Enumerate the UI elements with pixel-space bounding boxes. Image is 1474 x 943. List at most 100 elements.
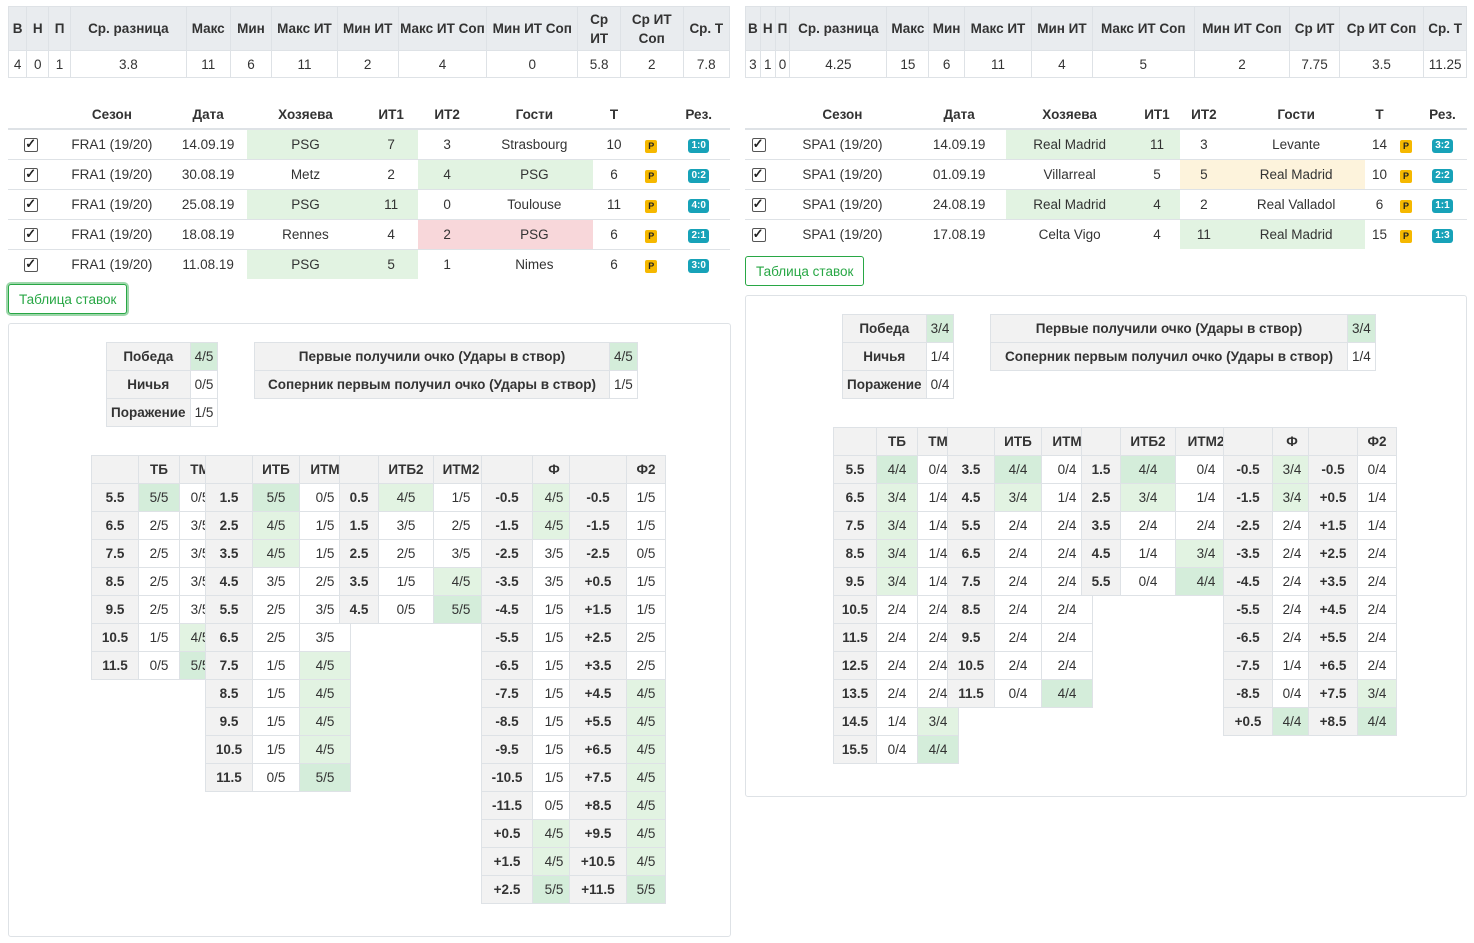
line-key: 9.5 xyxy=(947,623,995,652)
game-away-team: Real Madrid xyxy=(1227,159,1365,190)
line-row: 11.5 0/5 5/5 xyxy=(91,651,221,680)
line-under: 4/5 xyxy=(299,735,351,764)
line-key: 2.5 xyxy=(339,539,379,568)
line-header: ТБ xyxy=(876,427,918,456)
line-key: 4.5 xyxy=(1081,539,1121,568)
line-header-row: ИТБ ИТМ xyxy=(205,455,351,484)
line-over: 4/4 xyxy=(1120,455,1176,484)
first-point-table: Первые получили очко (Удары в створ) 3/4 С… xyxy=(990,314,1376,371)
game-select-cell[interactable] xyxy=(745,159,773,190)
p-badge-cell: P xyxy=(1394,128,1418,160)
result-badge[interactable]: 1:3 xyxy=(1432,229,1453,243)
result-badge[interactable]: 0:2 xyxy=(688,169,709,183)
game-select-cell[interactable] xyxy=(745,219,773,249)
result-badge[interactable]: 3:2 xyxy=(1432,139,1453,153)
line-header: Ф2 xyxy=(1357,427,1397,456)
result-badge[interactable]: 2:2 xyxy=(1432,169,1453,183)
line-header-row: Ф xyxy=(481,455,576,484)
bet-table-button[interactable]: Таблица ставок xyxy=(745,256,865,286)
line-row: 15.5 0/4 4/4 xyxy=(833,735,959,764)
stats-value: 2 xyxy=(336,50,399,78)
game-total: 15 xyxy=(1364,219,1395,249)
game-away-team: PSG xyxy=(475,159,593,190)
game-select-cell[interactable] xyxy=(8,219,55,250)
checkbox-checked[interactable] xyxy=(751,136,766,153)
checkbox-checked[interactable] xyxy=(24,196,39,213)
first-point-row: Первые получили очко (Удары в створ) 3/4 xyxy=(990,314,1376,343)
line-over: 2/4 xyxy=(876,651,918,680)
first-point-value: 1/5 xyxy=(609,370,638,399)
line-key: -1.5 xyxy=(1223,483,1273,512)
bet-table-button[interactable]: Таблица ставок xyxy=(8,284,128,314)
result-badge[interactable]: 2:1 xyxy=(688,229,709,243)
line-key: +0.5 xyxy=(1308,483,1358,512)
line-over: 3/4 xyxy=(876,567,918,596)
result-badge[interactable]: 4:0 xyxy=(688,199,709,213)
checkbox-checked[interactable] xyxy=(751,196,766,213)
line-row: -11.5 0/5 xyxy=(481,791,576,820)
games-header: ИТ2 xyxy=(1180,100,1228,130)
line-value: 2/4 xyxy=(1357,623,1397,652)
line-key: +1.5 xyxy=(1308,511,1358,540)
checkbox-checked[interactable] xyxy=(24,166,39,183)
line-row: +4.5 4/5 xyxy=(569,679,666,708)
game-select-cell[interactable] xyxy=(8,249,55,279)
line-row: 9.5 3/4 1/4 xyxy=(833,567,959,596)
checkbox-checked[interactable] xyxy=(751,166,766,183)
line-key: 5.5 xyxy=(833,455,877,484)
line-key: -6.5 xyxy=(1223,623,1273,652)
line-row: -2.5 0/5 xyxy=(569,539,666,568)
line-value: 4/5 xyxy=(532,483,576,512)
line-key: -1.5 xyxy=(481,511,533,540)
stats-header: Макс ИТ xyxy=(271,6,338,51)
checkbox-checked[interactable] xyxy=(24,136,39,153)
line-under: 5/5 xyxy=(433,595,489,624)
line-under: 1/5 xyxy=(433,483,489,512)
game-select-cell[interactable] xyxy=(745,128,773,160)
line-header xyxy=(481,455,533,484)
outcome-value: 0/4 xyxy=(925,370,955,399)
line-header xyxy=(205,455,253,484)
result-badge-cell: 1:1 xyxy=(1417,189,1467,220)
line-row: 11.5 2/4 2/4 xyxy=(833,623,959,652)
line-row: -3.5 2/4 xyxy=(1223,539,1312,568)
line-value: 1/5 xyxy=(626,511,666,540)
result-badge[interactable]: 1:0 xyxy=(688,139,709,153)
result-badge[interactable]: 1:1 xyxy=(1432,199,1453,213)
stats-header: Н xyxy=(759,6,776,51)
line-value: 1/4 xyxy=(1272,651,1312,680)
checkbox-checked[interactable] xyxy=(24,226,39,243)
game-select-cell[interactable] xyxy=(8,189,55,220)
game-total: 6 xyxy=(592,219,636,250)
game-select-cell[interactable] xyxy=(8,159,55,190)
first-point-label: Первые получили очко (Удары в створ) xyxy=(254,342,610,371)
checkbox-checked[interactable] xyxy=(751,226,766,243)
line-row: +3.5 2/5 xyxy=(569,651,666,680)
line-key: -0.5 xyxy=(481,483,533,512)
game-total: 11 xyxy=(592,189,636,220)
line-key: 11.5 xyxy=(947,679,995,708)
checkbox-checked[interactable] xyxy=(24,256,39,273)
line-over: 3/5 xyxy=(252,567,300,596)
game-select-cell[interactable] xyxy=(8,128,55,160)
line-key: -8.5 xyxy=(1223,679,1273,708)
line-over: 2/4 xyxy=(1120,511,1176,540)
game-select-cell[interactable] xyxy=(745,189,773,220)
line-key: +11.5 xyxy=(569,875,627,904)
game-it1: 5 xyxy=(363,249,419,279)
line-header: Ф2 xyxy=(626,455,666,484)
line-key: -7.5 xyxy=(1223,651,1273,680)
line-over: 4/5 xyxy=(252,539,300,568)
line-row: +5.5 2/4 xyxy=(1308,623,1397,652)
result-badge[interactable]: 3:0 xyxy=(688,259,709,273)
line-over: 5/5 xyxy=(138,483,180,512)
